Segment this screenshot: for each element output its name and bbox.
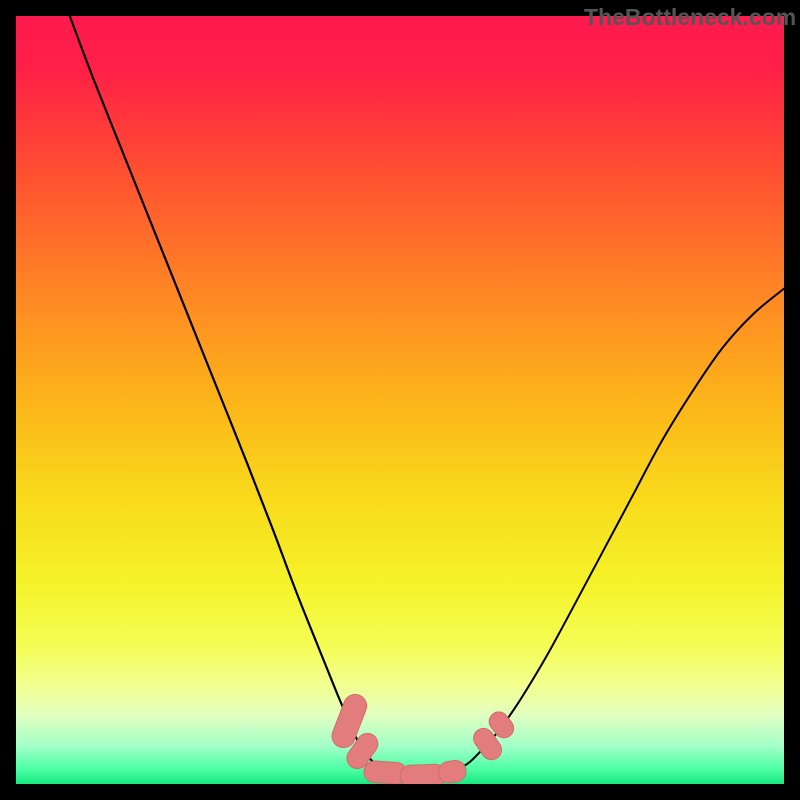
marker-4 [437, 759, 467, 784]
curve-right-curve [456, 289, 784, 771]
chart-frame: TheBottleneck.com [0, 0, 800, 800]
watermark-text: TheBottleneck.com [584, 4, 796, 31]
plot-area [16, 16, 784, 784]
curve-left-curve [70, 16, 456, 777]
chart-svg [16, 16, 784, 784]
